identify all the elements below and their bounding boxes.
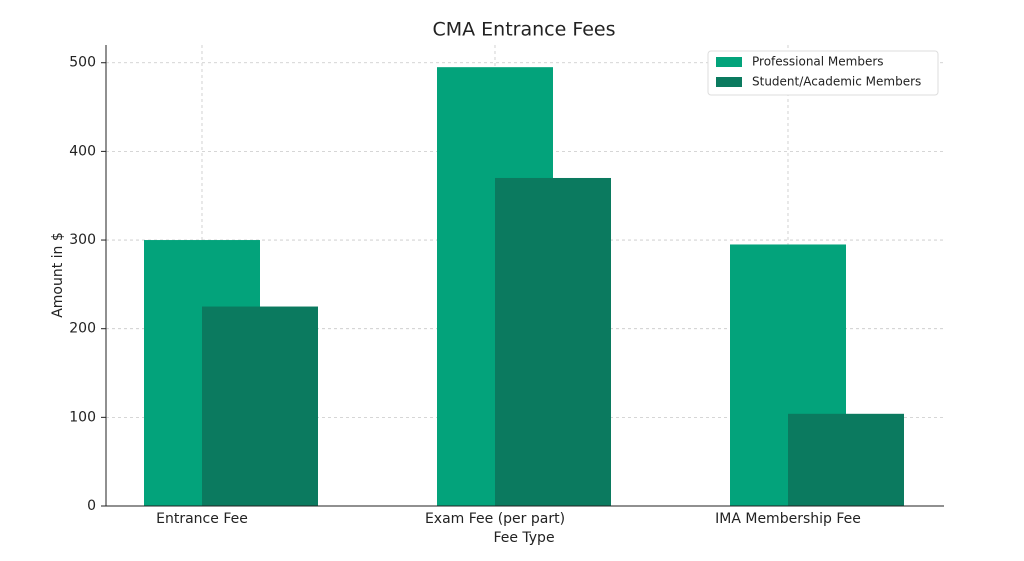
x-tick-label: Entrance Fee — [156, 511, 248, 527]
y-tick-label: 300 — [69, 232, 96, 248]
y-tick-label: 400 — [69, 143, 96, 159]
legend-label: Student/Academic Members — [752, 75, 921, 89]
bar — [495, 177, 611, 506]
y-tick-label: 500 — [69, 55, 96, 71]
y-axis-label: Amount in $ — [50, 232, 66, 318]
x-tick-label: Exam Fee (per part) — [425, 511, 565, 527]
chart-title: CMA Entrance Fees — [432, 19, 615, 41]
y-tick-label: 0 — [87, 498, 96, 514]
bar — [202, 306, 318, 506]
legend-box — [707, 50, 939, 96]
y-tick-label: 200 — [69, 321, 96, 337]
x-axis-label: Fee Type — [493, 530, 554, 546]
y-tick-label: 100 — [69, 409, 96, 425]
legend-label: Professional Members — [752, 55, 884, 69]
legend-swatch — [716, 77, 742, 87]
bar — [788, 413, 904, 506]
legend-swatch — [716, 57, 742, 67]
x-tick-label: IMA Membership Fee — [715, 511, 861, 527]
